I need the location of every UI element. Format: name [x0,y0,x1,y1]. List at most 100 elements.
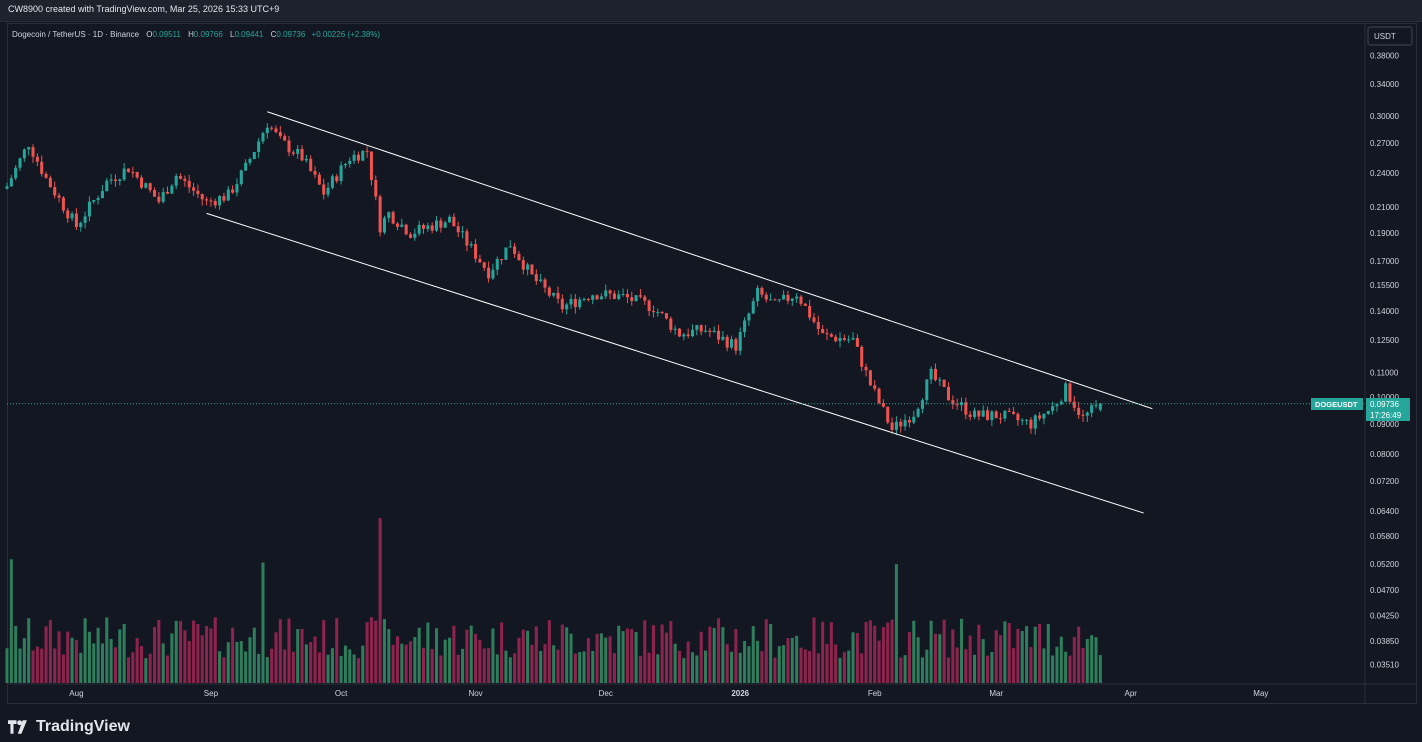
volume-bar [66,631,70,683]
tradingview-logo[interactable]: TradingView [8,718,130,736]
candle-body [695,325,699,330]
candle-body [57,195,61,198]
candle-body [504,247,508,260]
trend-channel[interactable] [206,111,1153,514]
candle-body [725,336,729,348]
volume-bar [166,655,170,683]
volume-bar [495,654,499,683]
volume-bar [469,625,473,683]
candle-body [300,148,304,161]
candle-body [122,168,126,180]
volume-bar [218,651,222,683]
volume-bar [187,641,191,683]
x-tick-label: May [1253,689,1268,698]
tradingview-logo-icon [8,720,27,734]
volume-bar [487,648,491,683]
candle-body [569,299,573,305]
volume-bar [87,631,91,683]
volume-bar [109,638,113,683]
candle-body [296,148,300,154]
volume-bar [860,653,864,683]
volume-bar [773,657,777,683]
volume-bar [881,627,885,683]
x-tick-label: Nov [468,689,482,698]
volume-bar [669,621,673,683]
candle-body [326,187,330,195]
volume-bar [417,627,421,683]
candle-body [625,293,629,298]
candle-body [1055,404,1059,407]
y-tick-label: 0.04700 [1370,586,1399,595]
volume-bar [174,620,178,683]
candle-body [604,290,608,297]
candle-body [252,152,256,160]
volume-bar [1029,647,1033,683]
price-axis[interactable]: USDT 0.38000 0.34000 0.30000 0.27000 0.24000… [1364,23,1413,704]
candle-body [365,150,369,152]
volume-bar [70,637,74,683]
volume-bar [300,629,304,683]
volume-bar [899,657,903,683]
candle-body [868,370,872,386]
volume-bar [326,654,330,683]
candle-body [443,222,447,228]
candle-body [239,170,243,185]
volume-bar [808,650,812,683]
volume-bar [200,635,204,683]
volume-bar [257,653,261,683]
candle-body [417,224,421,234]
candle-body [213,200,217,206]
attribution-text: CW8900 created with TradingView.com, Mar… [8,4,280,14]
volume-bar [291,651,295,683]
volume-bar [816,653,820,683]
price-chart[interactable]: USDT 0.38000 0.34000 0.30000 0.27000 0.24000… [0,0,1422,706]
candle-body [274,128,278,133]
candle-body [48,177,52,188]
candle-body [925,379,929,401]
candle-body [435,220,439,231]
currency-label: USDT [1374,32,1396,41]
volume-bar [395,636,399,683]
volume-bar [179,621,183,683]
volume-bar [964,649,968,683]
candle-body [795,296,799,299]
candle-body [87,201,91,217]
y-tick-label: 0.04250 [1370,612,1399,621]
volume-bar [491,628,495,683]
y-tick-label: 0.27000 [1370,139,1399,148]
symbol-name: Dogecoin / TetherUS · 1D · Binance [12,30,140,39]
candle-body [981,410,985,417]
volume-bar [790,637,794,683]
candle-body [920,400,924,409]
candle-body [1094,404,1098,406]
candle-body [335,176,339,182]
volume-bar [196,624,200,683]
volume-bar [973,654,977,683]
volume-bar [799,647,803,683]
volume-bar [343,645,347,683]
volume-bar [690,652,695,683]
candle-body [834,336,838,342]
volume-bar [782,645,786,683]
currency-badge[interactable] [1367,26,1413,46]
candle-body [35,156,39,162]
volume-bar [1038,624,1042,683]
volume-bar [152,627,157,683]
volume-bar [673,643,677,683]
volume-bar [508,657,512,683]
volume-bar [1033,626,1037,683]
volume-bar [1007,622,1011,683]
time-axis[interactable]: Aug Sep Oct Nov Dec 2026 Feb Mar Apr May [7,683,1416,698]
volume-bar [131,652,135,683]
volume-bar [604,637,608,683]
volume-bar [322,620,326,683]
candle-body [786,294,790,301]
candle-body [682,334,686,337]
candle-body [513,246,517,254]
volume-bar [348,649,352,683]
volume-bar [205,625,209,683]
candle-body [452,216,456,227]
chart-frame[interactable] [7,23,1417,704]
volume-bar [981,639,985,683]
volume-bar [873,625,877,683]
